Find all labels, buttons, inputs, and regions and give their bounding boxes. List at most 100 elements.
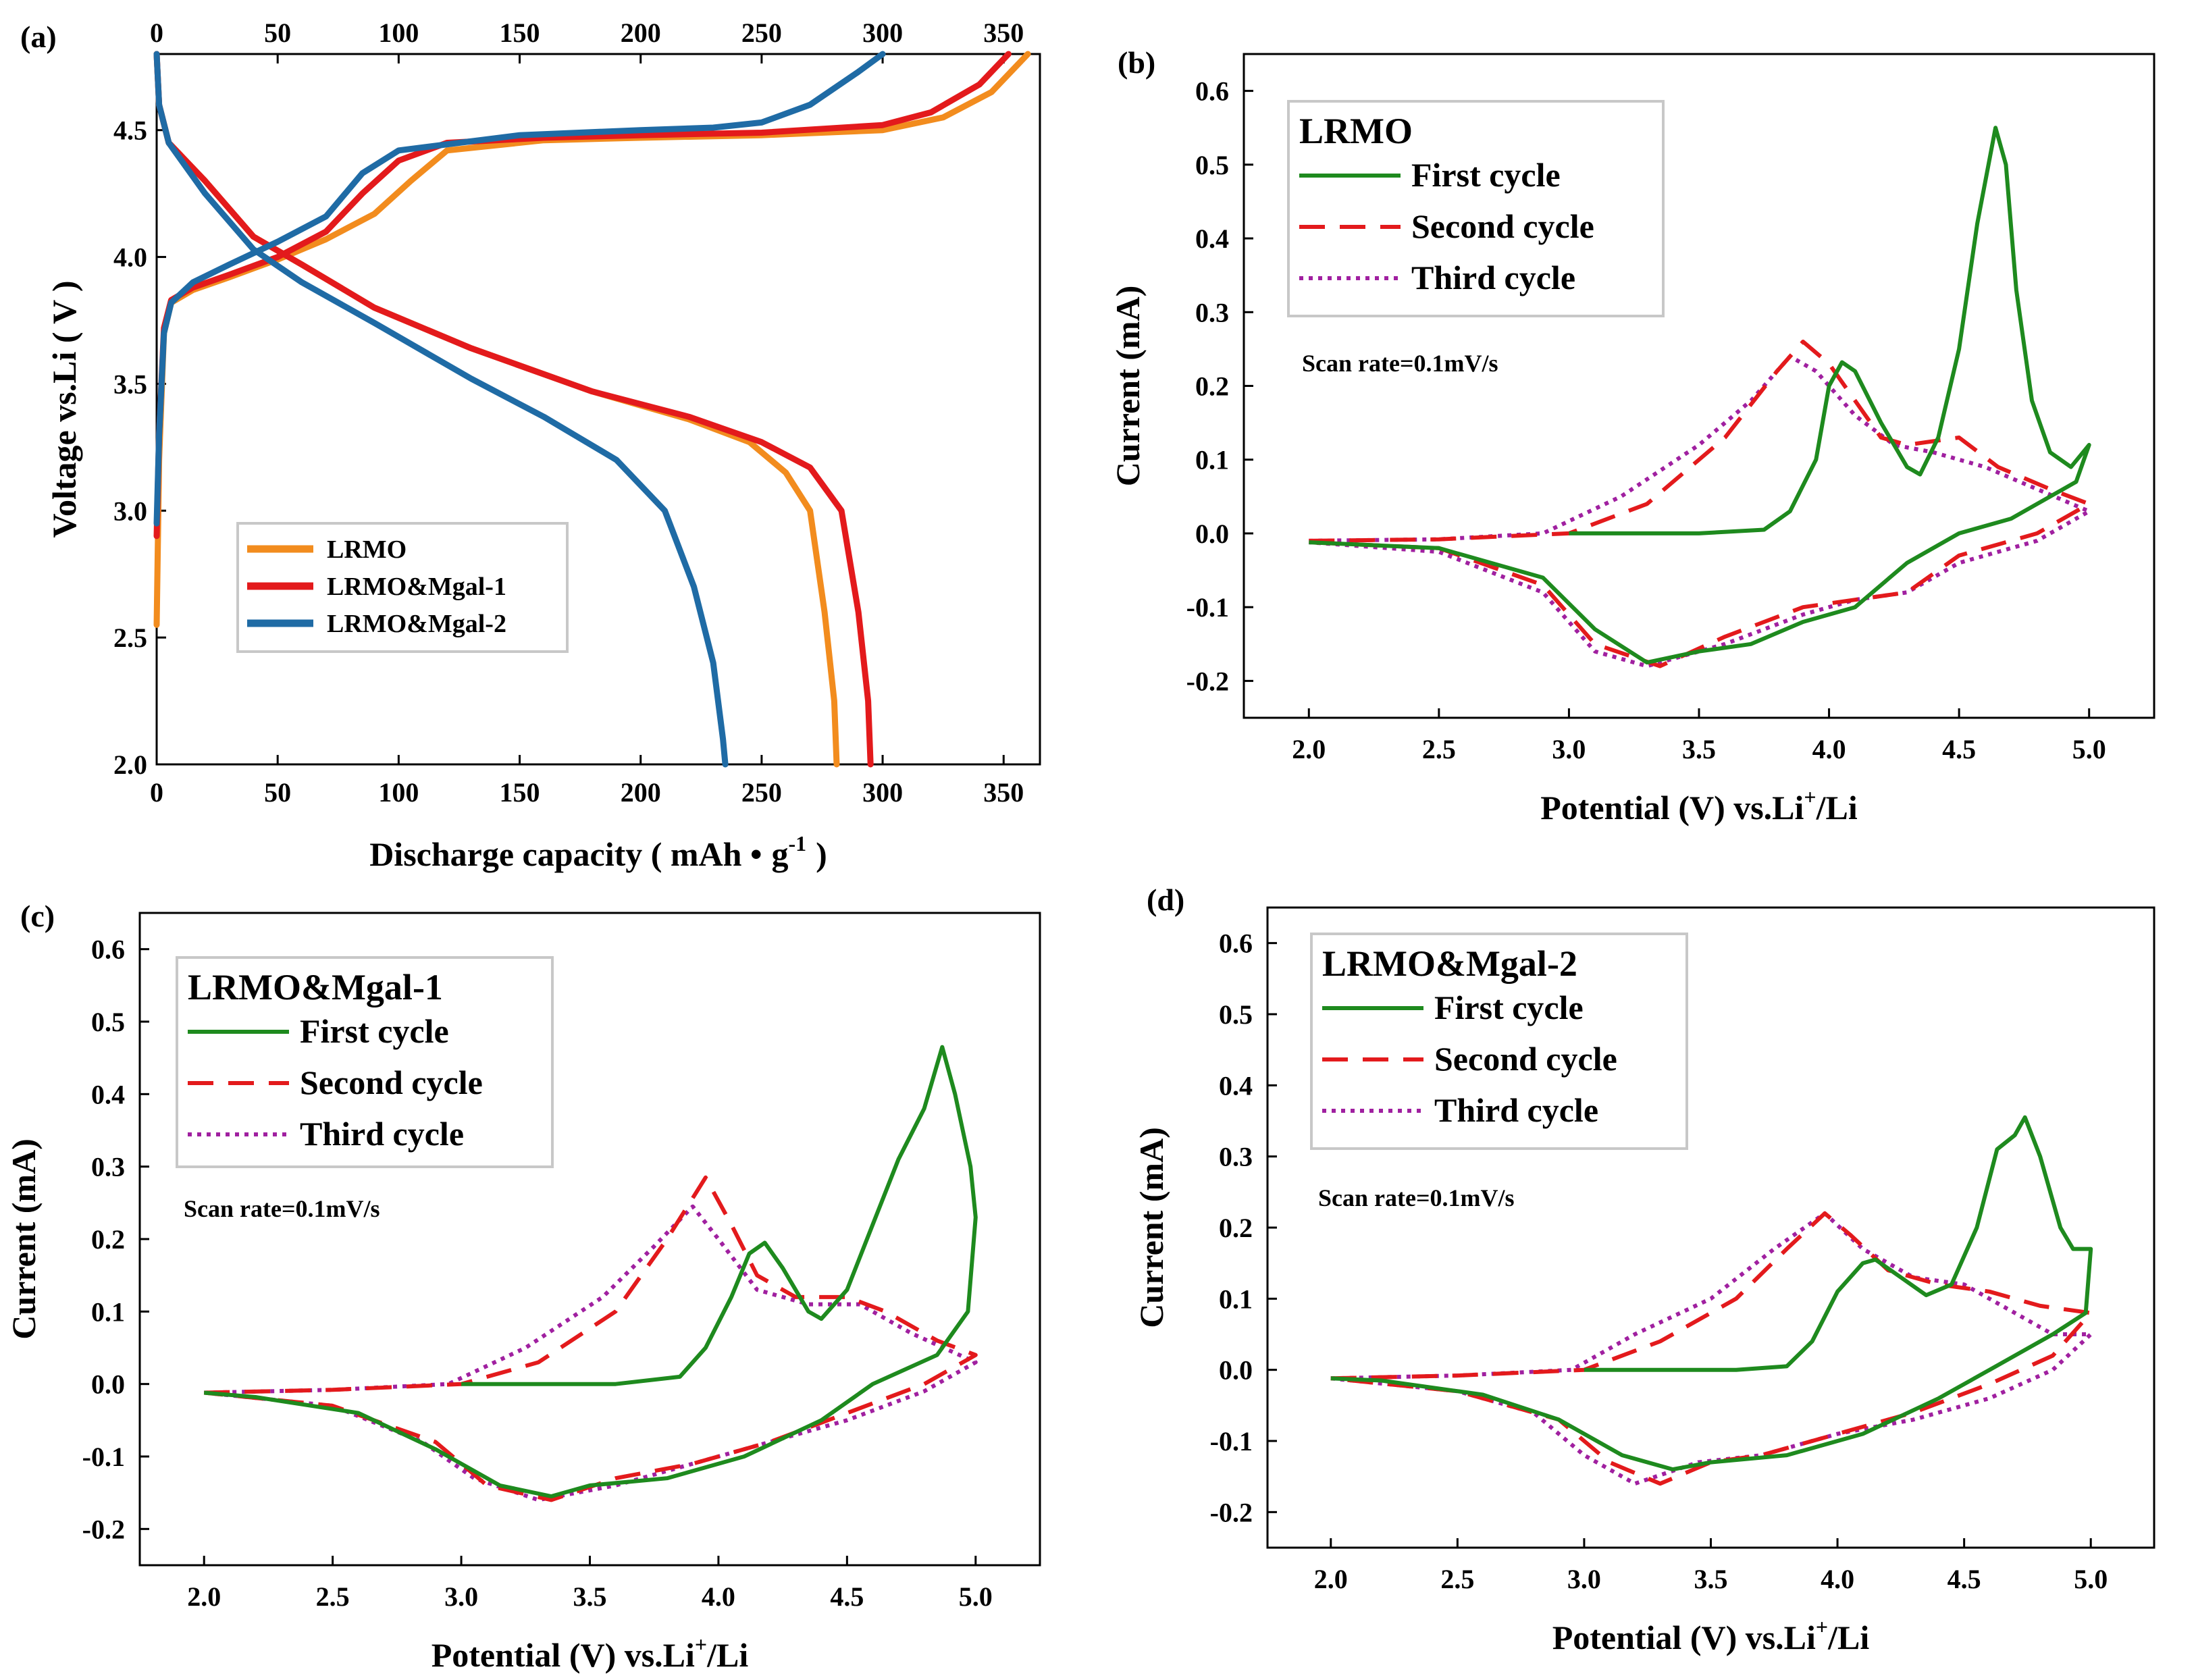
x-tick-label-top-a: 0 [150, 18, 163, 48]
legend-title-b: LRMO [1299, 111, 1413, 151]
x-axis-label-main-d: Potential (V) vs.Li [1552, 1619, 1816, 1656]
scan-rate-note-c: Scan rate=0.1mV/s [184, 1195, 380, 1222]
series-discharge-2-a [153, 51, 729, 768]
y-tick-label-b: -0.2 [1186, 666, 1229, 696]
x-tick-label-d: 3.5 [1694, 1564, 1728, 1594]
series-solid-d [1330, 1115, 2093, 1472]
series-discharge-1-a [153, 51, 874, 768]
chart-c: 2.0 2.5 3.0 3.5 4.0 4.5 5.0 -0.2 -0.1 0.0 0.1 0.2 0.… [5, 912, 1041, 1674]
x-tick-label-top-a: 300 [862, 18, 903, 48]
x-tick-label-d: 4.0 [1821, 1564, 1854, 1594]
x-tick-label-b: 4.5 [1942, 734, 1976, 764]
scan-rate-note-d: Scan rate=0.1mV/s [1318, 1184, 1514, 1211]
x-tick-label-a: 350 [983, 777, 1024, 808]
y-tick-label-c: 0.4 [91, 1079, 125, 1109]
series-dashed-d [1330, 1211, 2093, 1486]
legend-label-a: LRMO&Mgal-2 [327, 610, 506, 638]
x-tick-label-a: 150 [500, 777, 540, 808]
x-tick-label-a: 250 [741, 777, 782, 808]
x-axis-label-close-a: ) [816, 835, 827, 873]
y-tick-label-b: 0.2 [1195, 371, 1229, 402]
series-dashed-c [203, 1175, 978, 1502]
x-tick-label-a: 300 [862, 777, 903, 808]
y-tick-label-a: 4.5 [113, 115, 147, 146]
x-tick-label-d: 2.5 [1440, 1564, 1474, 1594]
x-tick-label-b: 3.5 [1682, 734, 1716, 764]
legend-label-b: First cycle [1411, 156, 1561, 194]
x-tick-label-b: 4.0 [1812, 734, 1846, 764]
y-tick-label-a: 3.0 [113, 496, 147, 526]
series-dotted-d [1330, 1211, 2093, 1486]
x-tick-label-c: 2.5 [316, 1581, 350, 1612]
y-tick-label-d: 0.3 [1219, 1142, 1253, 1172]
x-tick-label-c: 3.0 [444, 1581, 478, 1612]
x-tick-label-c: 5.0 [959, 1581, 993, 1612]
series-dotted-b [1309, 354, 2091, 668]
y-tick-label-b: 0.6 [1195, 76, 1229, 107]
y-tick-label-a: 3.5 [113, 369, 147, 399]
legend-title-c: LRMO&Mgal-1 [188, 967, 443, 1007]
panel-label-d: (d) [1147, 883, 1184, 917]
x-axis-label-a: Discharge capacity ( mAh • g-1) [369, 831, 827, 873]
legend-label-c: Third cycle [300, 1115, 464, 1153]
y-tick-label-b: 0.5 [1195, 150, 1229, 180]
plot-frame-a [155, 53, 1041, 766]
y-tick-label-b: 0.1 [1195, 445, 1229, 475]
legend-label-d: Second cycle [1434, 1040, 1617, 1078]
legend-label-a: LRMO&Mgal-1 [327, 573, 506, 601]
x-tick-label-b: 2.5 [1422, 734, 1456, 764]
series-charge-1-a [153, 51, 1012, 540]
y-tick-label-c: -0.2 [82, 1514, 125, 1544]
y-tick-label-d: 0.2 [1219, 1213, 1253, 1243]
x-tick-label-b: 3.0 [1552, 734, 1586, 764]
y-tick-label-a: 4.0 [113, 242, 147, 273]
x-axis-label-tail-d: /Li [1827, 1619, 1869, 1656]
y-axis-label-a: Voltage vs.Li ( V ) [45, 280, 83, 537]
x-tick-label-top-a: 250 [741, 18, 782, 48]
panel-label-c: (c) [20, 899, 55, 933]
y-tick-label-d: 0.5 [1219, 999, 1253, 1030]
legend-label-b: Third cycle [1411, 259, 1575, 296]
series-solid-c [203, 1045, 978, 1498]
x-axis-label-main-c: Potential (V) vs.Li [432, 1636, 695, 1674]
x-tick-label-c: 3.5 [573, 1581, 607, 1612]
y-tick-label-a: 2.5 [113, 623, 147, 653]
x-axis-label-d: Potential (V) vs.Li+/Li [1552, 1615, 1870, 1656]
series-dotted-c [203, 1204, 978, 1502]
series-dashed-b [1309, 340, 2091, 668]
scan-rate-note-b: Scan rate=0.1mV/s [1302, 350, 1498, 377]
x-axis-label-b: Potential (V) vs.Li+/Li [1540, 785, 1858, 826]
y-tick-label-b: -0.1 [1186, 592, 1229, 623]
y-tick-label-d: -0.1 [1210, 1426, 1253, 1456]
panel-label-a: (a) [20, 20, 57, 54]
chart-d: 2.0 2.5 3.0 3.5 4.0 4.5 5.0 -0.2 -0.1 0.0 0.1 0.2 0.… [1132, 906, 2155, 1656]
y-axis-label-d: Current (mA) [1132, 1127, 1170, 1328]
chart-a: 0 0 50 50 100 100 150 150 200 200 250 250 300 300 350 3… [45, 18, 1041, 873]
y-tick-label-d: 0.0 [1219, 1355, 1253, 1386]
x-tick-label-top-a: 50 [264, 18, 291, 48]
x-axis-label-main-a: Discharge capacity ( mAh [369, 835, 750, 873]
legend-label-c: First cycle [300, 1012, 449, 1050]
x-tick-label-d: 3.0 [1567, 1564, 1601, 1594]
x-axis-label-tail-c: /Li [706, 1636, 748, 1674]
x-tick-label-top-a: 150 [500, 18, 540, 48]
x-axis-label-g-a: g [772, 835, 789, 873]
y-tick-label-c: 0.3 [91, 1152, 125, 1182]
legend-b [1287, 100, 1665, 317]
x-axis-label-exp-a: -1 [789, 831, 807, 856]
y-tick-label-c: 0.5 [91, 1007, 125, 1037]
legend-d [1310, 933, 1688, 1150]
y-tick-label-b: 0.0 [1195, 519, 1229, 549]
y-axis-label-b: Current (mA) [1109, 286, 1147, 487]
y-tick-label-c: 0.1 [91, 1296, 125, 1327]
legend-label-a: LRMO [327, 535, 407, 564]
y-tick-label-b: 0.4 [1195, 224, 1229, 254]
y-tick-label-d: 0.4 [1219, 1070, 1253, 1101]
legend-title-d: LRMO&Mgal-2 [1322, 943, 1577, 984]
x-tick-label-b: 2.0 [1292, 734, 1326, 764]
y-tick-label-c: 0.2 [91, 1224, 125, 1255]
legend-c [176, 956, 554, 1168]
legend-label-d: Third cycle [1434, 1091, 1598, 1129]
legend-label-c: Second cycle [300, 1064, 483, 1101]
